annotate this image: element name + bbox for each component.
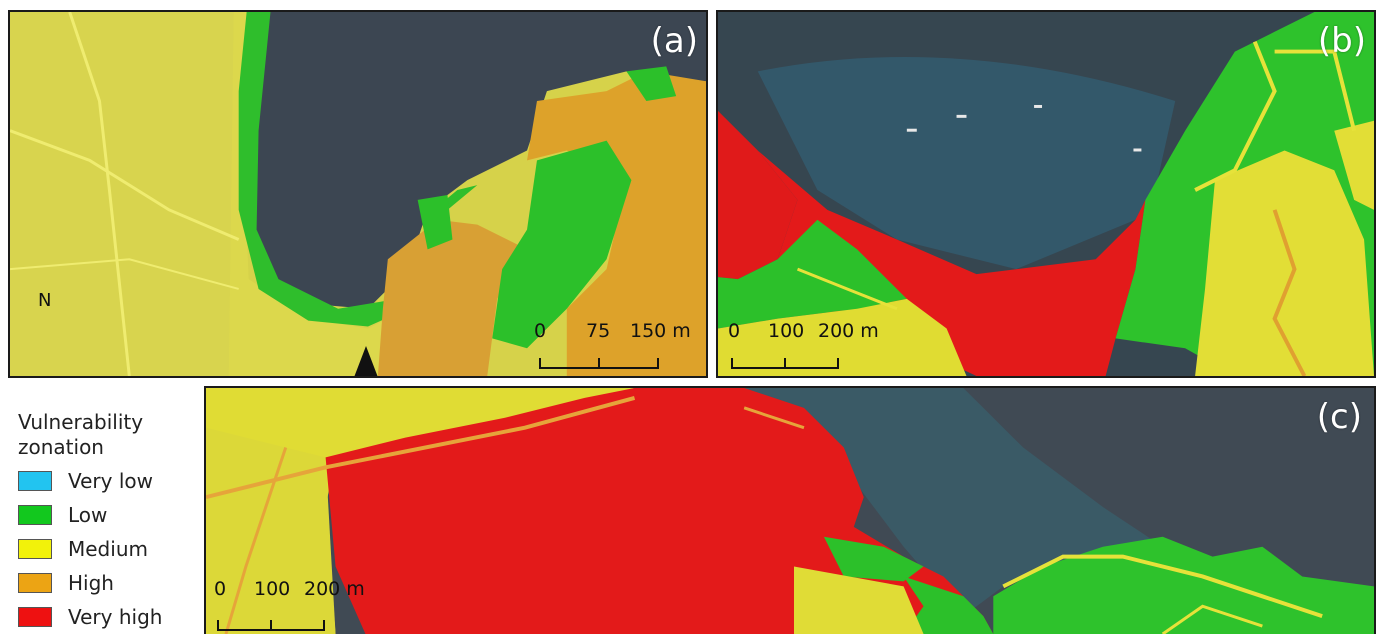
scale-a-tick-1: 75 xyxy=(586,320,611,342)
scale-a-tick-2: 150 m xyxy=(630,320,691,342)
panel-a-label: (a) xyxy=(650,21,698,61)
north-arrow-icon xyxy=(354,346,378,376)
scale-b-tick-0: 0 xyxy=(728,320,741,342)
legend-swatch-low xyxy=(18,505,52,525)
panel-b-map xyxy=(718,12,1374,376)
panel-b-label: (b) xyxy=(1317,21,1366,61)
legend-swatch-very-low xyxy=(18,471,52,491)
legend-swatch-very-high xyxy=(18,607,52,627)
map-panel-c: (c) 0 100 200 m xyxy=(204,386,1376,634)
scale-bar-c: 0 100 200 m xyxy=(210,578,390,634)
scale-c-tick-2: 200 m xyxy=(304,578,365,600)
scale-c-tick-0: 0 xyxy=(214,578,227,600)
north-arrow-label: N xyxy=(38,290,52,311)
legend-label-medium: Medium xyxy=(68,537,148,561)
legend-item-low: Low xyxy=(18,498,162,532)
legend-label-high: High xyxy=(68,571,114,595)
panel-c-map xyxy=(206,388,1374,634)
map-panel-a: (a) 0 75 150 m N xyxy=(8,10,708,378)
legend-item-very-low: Very low xyxy=(18,464,162,498)
scale-bar-a: 0 75 150 m xyxy=(530,320,700,376)
legend-label-very-high: Very high xyxy=(68,605,163,629)
scale-b-tick-1: 100 xyxy=(768,320,805,342)
legend-title-line2: zonation xyxy=(18,435,104,459)
scale-b-tick-2: 200 m xyxy=(818,320,879,342)
legend-item-medium: Medium xyxy=(18,532,162,566)
legend-swatch-high xyxy=(18,573,52,593)
scale-a-tick-0: 0 xyxy=(534,320,547,342)
panel-c-label: (c) xyxy=(1316,397,1362,437)
scale-c-tick-1: 100 xyxy=(254,578,291,600)
legend-item-high: High xyxy=(18,566,162,600)
legend-item-very-high: Very high xyxy=(18,600,162,634)
legend: Vulnerability zonation Very low Low Medi… xyxy=(18,410,162,634)
map-panel-b: (b) 0 100 200 m xyxy=(716,10,1376,378)
legend-swatch-medium xyxy=(18,539,52,559)
legend-label-very-low: Very low xyxy=(68,469,153,493)
legend-label-low: Low xyxy=(68,503,108,527)
legend-title-line1: Vulnerability xyxy=(18,410,144,434)
panel-a-map xyxy=(10,12,706,376)
scale-bar-b: 0 100 200 m xyxy=(724,320,904,376)
